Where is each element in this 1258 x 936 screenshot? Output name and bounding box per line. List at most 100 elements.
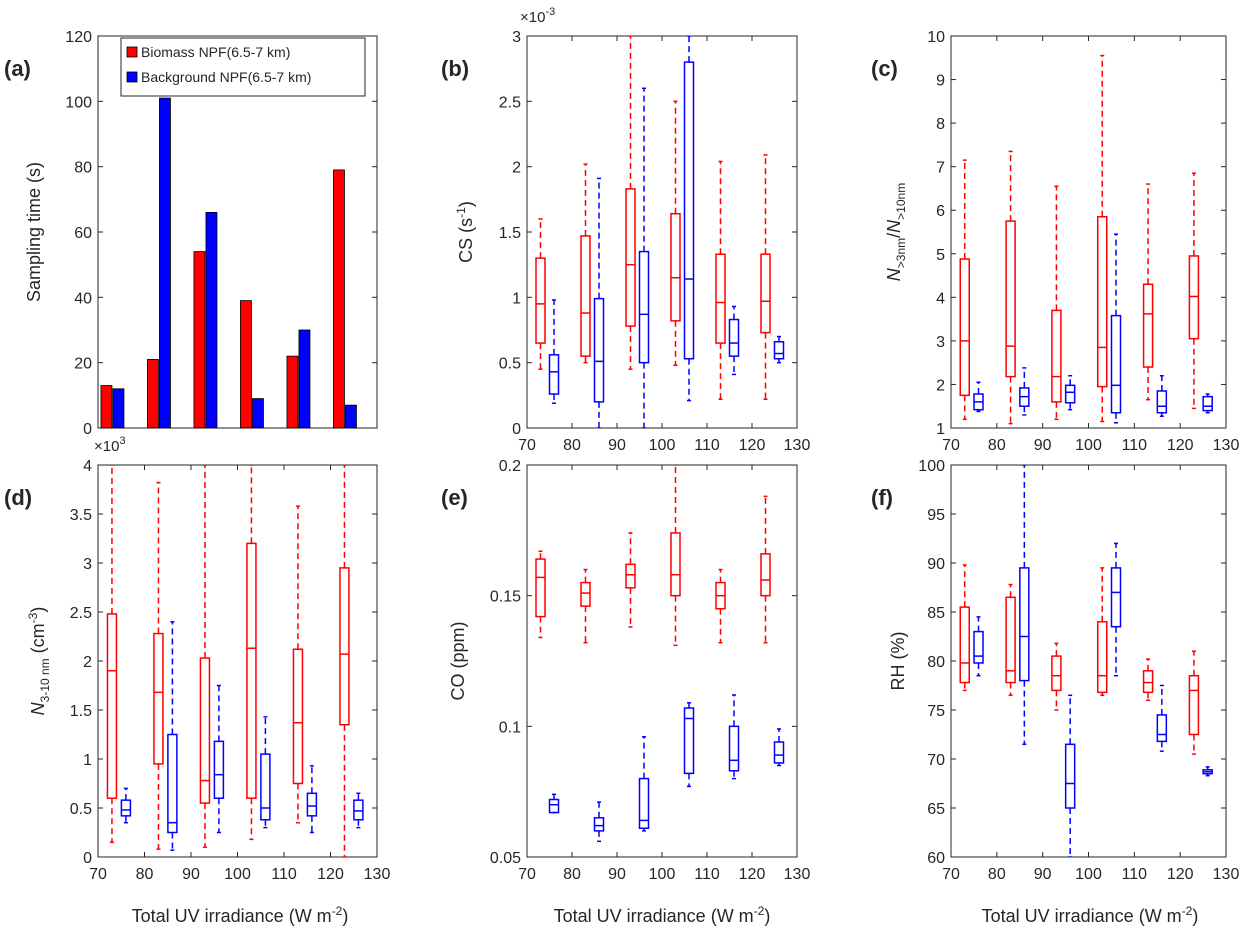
panel-d-xtick-label: 90 (182, 866, 200, 883)
panel-f-box-biomass (1005, 596, 1016, 684)
panel-d-box-background (353, 799, 364, 821)
panel-c-xtick-label: 90 (1034, 437, 1052, 454)
panel-a-bar-biomass (333, 169, 345, 429)
panel-b-xtick-label: 120 (739, 437, 766, 454)
panel-e-box-biomass (580, 581, 591, 607)
panel-f-ytick-label: 70 (927, 752, 945, 769)
panel-d-label: (d) (4, 485, 32, 510)
panel-c-xtick-label: 120 (1167, 437, 1194, 454)
panel-e-xtick-label: 90 (608, 866, 626, 883)
panel-d-axes-frame (97, 464, 378, 858)
panel-b-xtick-label: 70 (518, 437, 536, 454)
panel-a-ytick-label: 60 (74, 225, 92, 242)
panel-e-xlabel-text: Total UV irradiance (W m (554, 906, 754, 926)
panel-a-bar-biomass (286, 355, 299, 429)
panel-e-xlabel-sup: -2 (754, 904, 765, 918)
panel-c-box-biomass (1142, 283, 1154, 368)
panel-e-xtick-label: 120 (739, 866, 766, 883)
panel-c-ytick-label: 6 (936, 203, 945, 220)
panel-d-boxes (106, 465, 364, 857)
panel-c-ylabel-slash: / (884, 233, 904, 238)
panel-d-ytick-label: 3.5 (70, 507, 92, 524)
panel-c-box-background (1064, 384, 1076, 404)
panel-d-xlabel-end: ) (342, 906, 348, 926)
panel-a-axes-frame (97, 35, 378, 429)
panel-a-bar-background (205, 211, 218, 429)
panel-b-box-biomass (715, 253, 726, 344)
panel-f-label: (f) (871, 485, 893, 510)
panel-a: 0 20 40 60 80 100 120 (a) Sampling time (s) Bi… (4, 29, 378, 438)
panel-f-ytick-label: 100 (918, 458, 945, 475)
panel-b-xtick-label: 90 (608, 437, 626, 454)
panel-f-xlabel: Total UV irradiance (W m-2) (982, 904, 1199, 926)
legend-swatch-background (126, 71, 138, 83)
panel-c-box-biomass (1097, 216, 1108, 388)
panel-d-ylabel-n: N (28, 701, 48, 715)
panel-a-bar-background (112, 388, 125, 429)
panel-d-ylabel-end: ) (28, 607, 48, 613)
panel-c-boxes (959, 54, 1213, 425)
panel-a-bar-biomass (193, 251, 206, 429)
panel-b-box-biomass (760, 253, 771, 334)
panel-b-box-background (683, 61, 695, 360)
panel-b-ytick-label: 2 (512, 160, 521, 177)
panel-a-ytick-label: 20 (74, 356, 92, 373)
panel-d-box-biomass (292, 648, 304, 785)
panel-e-box-biomass (625, 563, 636, 589)
panel-d-xtick-label: 130 (364, 866, 391, 883)
panel-f-ytick-label: 80 (927, 654, 945, 671)
panel-f-box-biomass (1142, 670, 1154, 694)
panel-a-bar-background (345, 404, 357, 429)
panel-f-xtick-label: 130 (1213, 866, 1240, 883)
panel-b-ylabel-end: ) (456, 201, 476, 207)
panel-d-box-background (306, 792, 318, 817)
panel-b-ytick-label: 1 (512, 290, 521, 307)
panel-c-ytick-label: 9 (936, 73, 945, 90)
panel-a-bar-background (298, 329, 311, 429)
panel-d-box-biomass (199, 657, 211, 804)
panel-d-xlabel: Total UV irradiance (W m-2) (132, 904, 349, 926)
panel-b-label: (b) (441, 56, 469, 81)
panel-d-box-background (260, 753, 271, 821)
panel-c-ytick-label: 5 (936, 247, 945, 264)
panel-c-ylabel-n1: N (884, 267, 904, 281)
panel-c-xtick-label: 130 (1213, 437, 1240, 454)
panel-b-ytick-label: 0.5 (499, 356, 521, 373)
panel-b-xtick-label: 130 (784, 437, 811, 454)
panel-e: 0.05 0.1 0.15 0.2 70 80 90 100 110 120 130 (e) CO … (441, 458, 810, 926)
panel-e-box-background (593, 817, 605, 832)
panel-c-label: (c) (871, 56, 898, 81)
panel-c-ytick-label: 2 (936, 377, 945, 394)
panel-e-ytick-label: 0.15 (490, 589, 521, 606)
panel-d-ytick-label: 2 (83, 654, 92, 671)
panel-b-box-background (548, 354, 560, 395)
legend: Biomass NPF(6.5-7 km) Background NPF(6.5… (120, 37, 366, 97)
panel-e-label: (e) (441, 485, 468, 510)
panel-c-plot: 1 2 3 4 5 6 7 8 9 10 70 80 90 100 110 120 130 (927, 29, 1239, 454)
panel-f-box-biomass (1188, 674, 1200, 736)
panel-d-box-biomass (153, 632, 164, 765)
panel-d-box-biomass (246, 542, 257, 799)
panel-e-box-background (638, 777, 650, 830)
panel-e-plot: 0.05 0.1 0.15 0.2 70 80 90 100 110 120 130 (490, 458, 811, 883)
panel-b-ylabel-text: CS (s (456, 218, 476, 263)
panel-b-ylabel: CS (s-1) (454, 201, 476, 263)
panel-b-axes-frame (526, 35, 798, 429)
panel-b-exponent: ×10-3 (520, 6, 555, 26)
panel-f-xlabel-end: ) (1192, 906, 1198, 926)
panel-c-ytick-label: 7 (936, 160, 945, 177)
panel-a-ylabel: Sampling time (s) (24, 162, 44, 302)
panel-f-box-background (1156, 714, 1168, 743)
panel-b-box-biomass (535, 257, 546, 344)
panel-d-ytick-label: 0 (83, 850, 92, 867)
panel-d-box-biomass (106, 613, 118, 799)
panel-c-xtick-label: 70 (942, 437, 960, 454)
panel-a-plot: 0 20 40 60 80 100 120 (65, 29, 378, 438)
panel-b-ytick-label: 0 (512, 421, 521, 438)
panel-e-axes-frame (526, 464, 798, 858)
legend-swatch-biomass (126, 46, 138, 58)
panel-c-xtick-label: 110 (1122, 437, 1148, 454)
panel-e-box-background (683, 707, 695, 775)
